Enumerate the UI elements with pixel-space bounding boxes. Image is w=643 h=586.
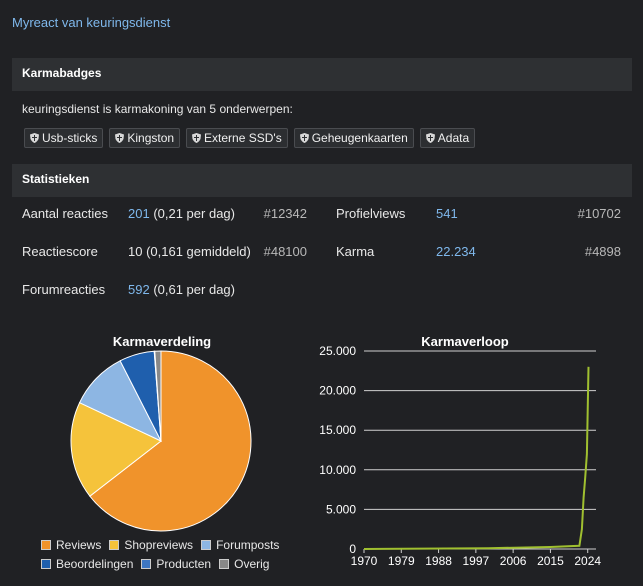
y-tick-label: 0: [349, 542, 356, 556]
badge-list: Usb-sticks Kingston Externe SSD's Geheug…: [24, 128, 476, 148]
legend-swatch: [41, 558, 51, 569]
forumreacties-extra: (0,61 per dag): [149, 282, 235, 297]
aantal-reacties-rank: #12342: [263, 206, 307, 221]
legend-swatch: [41, 539, 51, 550]
badge-usb-sticks[interactable]: Usb-sticks: [24, 128, 104, 148]
reactiescore-rank: #48100: [263, 244, 307, 259]
legend-swatch: [201, 539, 212, 550]
x-tick-label: 2015: [537, 554, 564, 568]
badge-kingston[interactable]: Kingston: [109, 128, 181, 148]
karma-rank: #4898: [584, 244, 621, 259]
badge-label: Adata: [437, 131, 470, 145]
pie-legend: Reviews Shopreviews Forumposts Beoordeli…: [41, 535, 311, 573]
legend-label: Forumposts: [216, 537, 280, 552]
karmaverdeling-chart: Karmaverdeling: [70, 334, 252, 532]
legend-swatch: [219, 558, 230, 569]
legend-label: Shopreviews: [124, 537, 194, 552]
badge-geheugenkaarten[interactable]: Geheugenkaarten: [293, 128, 414, 148]
karma-label: Karma: [336, 244, 375, 259]
myreact-link[interactable]: Myreact van keuringsdienst: [12, 15, 171, 30]
profielviews-link[interactable]: 541: [436, 206, 458, 221]
stat-row-1: Aantal reacties 201 (0,21 per dag) #1234…: [22, 205, 632, 223]
x-tick-label: 2024: [574, 554, 601, 568]
forumreacties-value: 592 (0,61 per dag): [128, 281, 235, 299]
y-tick-label: 5.000: [326, 502, 356, 516]
line-title: Karmaverloop: [421, 334, 508, 349]
forumreacties-link[interactable]: 592: [128, 282, 150, 297]
aantal-reacties-value: 201 (0,21 per dag): [128, 205, 235, 223]
x-tick-label: 1970: [351, 554, 378, 568]
aantal-reacties-link[interactable]: 201: [128, 206, 150, 221]
karmaverloop-chart: Karmaverloop 0 5.000 10.000 15.000 20.000 25.…: [319, 334, 601, 568]
badge-label: Externe SSD's: [204, 131, 282, 145]
aantal-reacties-label: Aantal reacties: [22, 206, 108, 221]
y-tick-label: 15.000: [319, 423, 356, 437]
shield-icon: [115, 133, 125, 143]
shield-icon: [192, 133, 202, 143]
legend-producten[interactable]: Producten: [141, 557, 211, 571]
badge-label: Kingston: [127, 131, 175, 145]
pie-slice-shopreviews[interactable]: [70, 402, 162, 497]
statistieken-header: Statistieken: [12, 164, 632, 197]
aantal-reacties-extra: (0,21 per dag): [149, 206, 235, 221]
karma-series-line: [363, 366, 590, 550]
karmabadges-header: Karmabadges: [12, 58, 632, 91]
profielviews-rank: #10702: [577, 206, 621, 221]
legend-label: Beoordelingen: [56, 556, 134, 571]
forumreacties-label: Forumreacties: [22, 282, 106, 297]
legend-overig[interactable]: Overig: [219, 557, 269, 571]
pie-slice-reviews[interactable]: [89, 350, 252, 532]
y-tick-label: 10.000: [319, 463, 356, 477]
pie-slice-overig[interactable]: [154, 350, 162, 442]
legend-label: Reviews: [56, 537, 102, 552]
karmakoning-intro: keuringsdienst is karmakoning van 5 onde…: [22, 102, 293, 116]
karma-link[interactable]: 22.234: [436, 244, 476, 259]
x-tick-label: 1997: [463, 554, 490, 568]
x-tick-label: 2006: [500, 554, 527, 568]
legend-swatch: [141, 558, 152, 569]
profielviews-label: Profielviews: [336, 206, 406, 221]
legend-forumposts[interactable]: Forumposts: [201, 538, 279, 552]
y-tick-label: 20.000: [319, 384, 356, 398]
reactiescore-label: Reactiescore: [22, 244, 98, 259]
badge-label: Usb-sticks: [42, 131, 98, 145]
shield-icon: [30, 133, 39, 143]
legend-shopreviews[interactable]: Shopreviews: [109, 538, 193, 552]
stat-row-3: Forumreacties 592 (0,61 per dag): [22, 281, 632, 299]
reactiescore-value: 10 (0,161 gemiddeld): [128, 244, 251, 259]
shield-icon: [425, 133, 435, 143]
stat-row-2: Reactiescore 10 (0,161 gemiddeld) #48100…: [22, 243, 632, 261]
legend-beoordelingen[interactable]: Beoordelingen: [41, 557, 133, 571]
pie-title: Karmaverdeling: [113, 334, 211, 349]
legend-label: Producten: [156, 556, 212, 571]
y-tick-label: 25.000: [319, 344, 356, 358]
x-tick-label: 1988: [425, 554, 452, 568]
badge-externe-ssds[interactable]: Externe SSD's: [186, 128, 288, 148]
legend-swatch: [109, 539, 120, 550]
x-tick-label: 1979: [388, 554, 415, 568]
legend-label: Overig: [234, 556, 270, 571]
shield-icon: [299, 133, 309, 143]
legend-reviews[interactable]: Reviews: [41, 538, 101, 552]
badge-label: Geheugenkaarten: [311, 131, 408, 145]
badge-adata[interactable]: Adata: [419, 128, 476, 148]
